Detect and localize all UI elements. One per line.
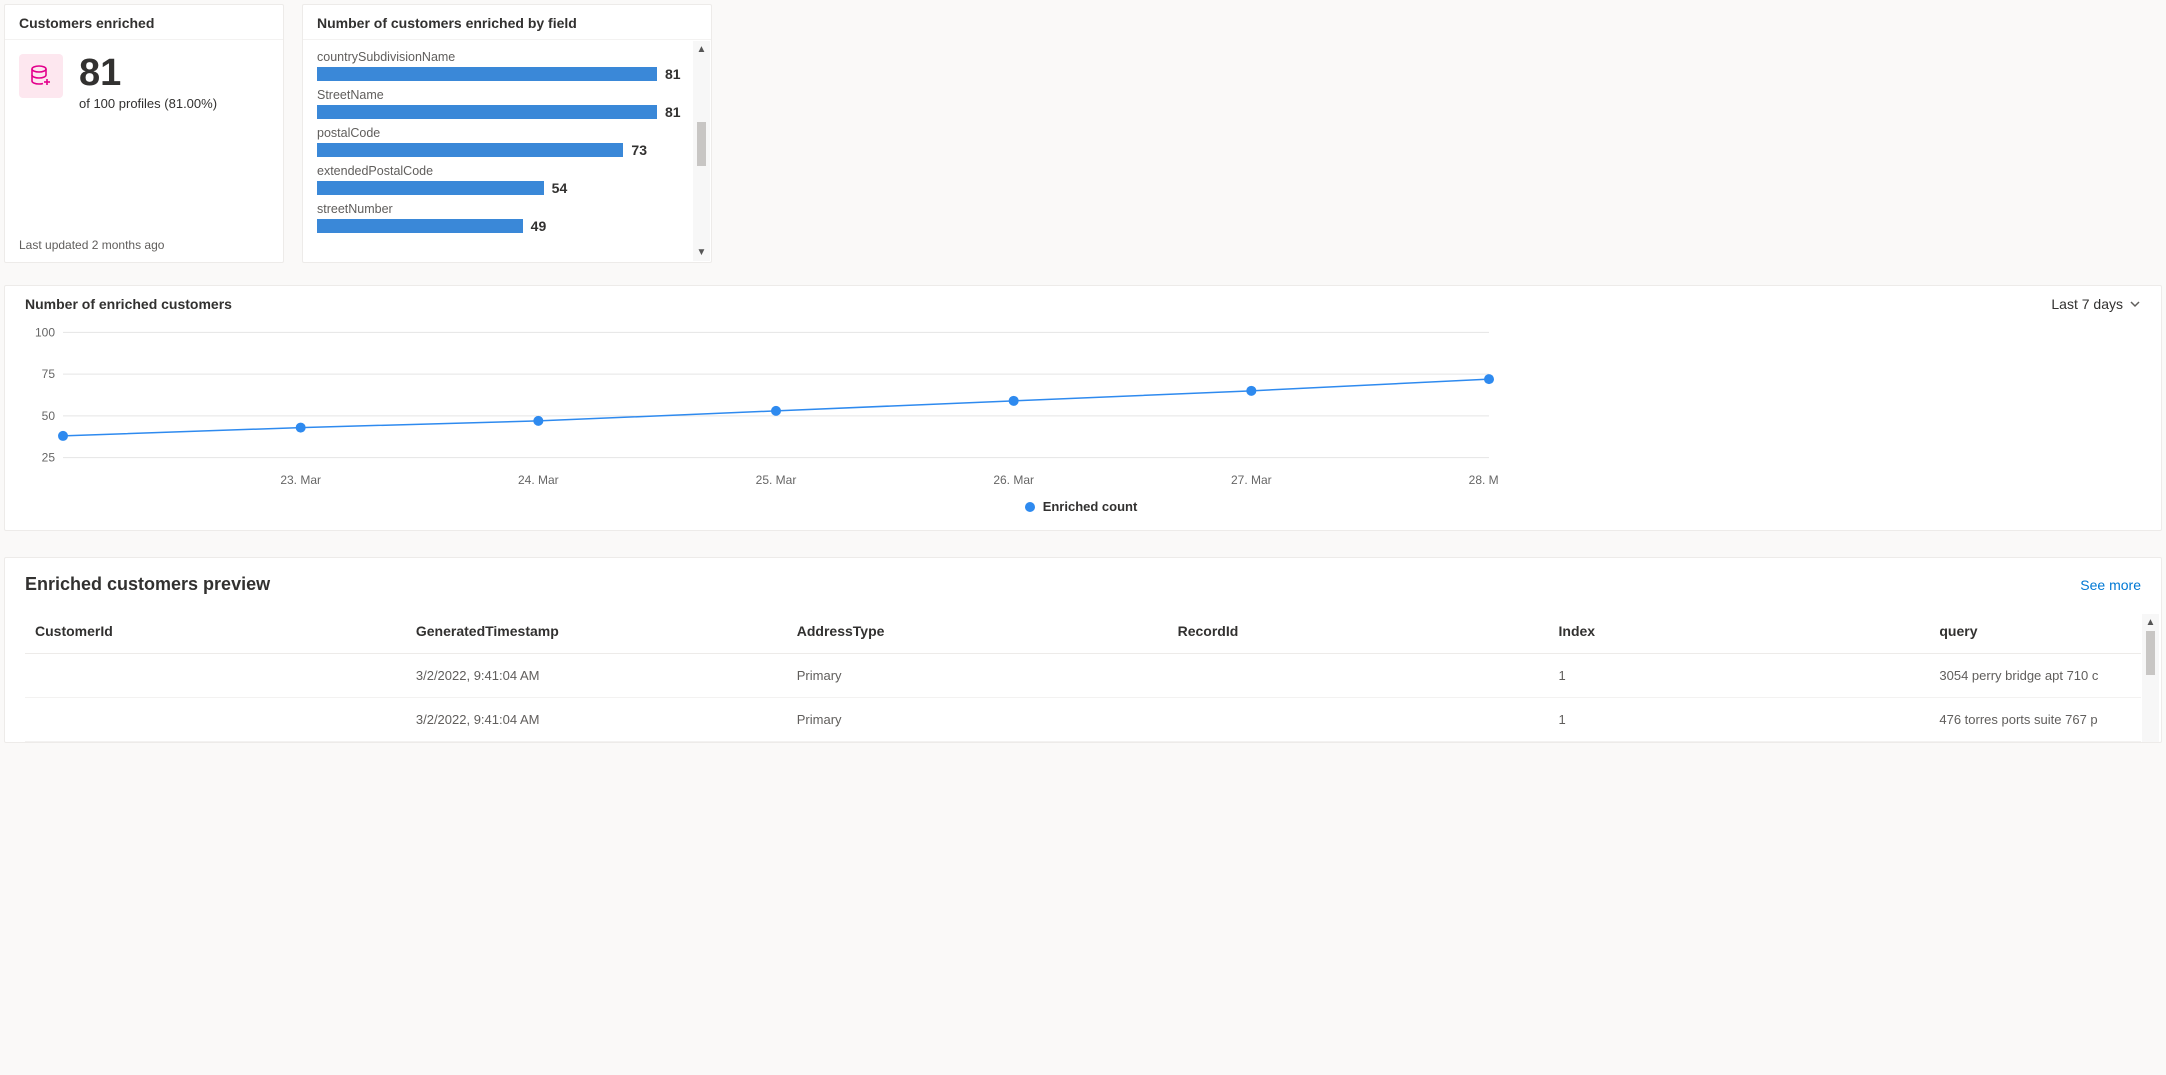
table-card: Enriched customers preview See more Cust… [4, 557, 2162, 743]
preview-table: CustomerIdGeneratedTimestampAddressTypeR… [25, 609, 2141, 742]
bar-fill [317, 67, 657, 81]
scroll-thumb[interactable] [697, 122, 706, 166]
bar-value: 54 [552, 180, 568, 196]
line-chart-svg: 25 50 75 100 23. Mar 24. Mar 25. Mar 26. Mar 27.… [29, 318, 1499, 488]
table-header[interactable]: AddressType [787, 609, 1168, 654]
kpi-subtext: of 100 profiles (81.00%) [79, 96, 217, 111]
database-plus-icon [29, 64, 53, 88]
line-chart-legend: Enriched count [29, 499, 2133, 514]
bar-row: extendedPostalCode 54 [317, 164, 685, 196]
table-scrollbar[interactable]: ▲ [2142, 614, 2159, 742]
table-cell: 476 torres ports suite 767 p [1929, 698, 2141, 742]
bar-value: 73 [631, 142, 647, 158]
table-cell: 1 [1549, 698, 1930, 742]
bar-label: postalCode [317, 126, 685, 140]
range-dropdown[interactable]: Last 7 days [2051, 296, 2141, 312]
svg-text:100: 100 [35, 325, 55, 339]
bar-chart-card: Number of customers enriched by field co… [302, 4, 712, 263]
legend-marker-icon [1025, 502, 1035, 512]
see-more-link[interactable]: See more [2080, 577, 2141, 593]
scroll-up-icon[interactable]: ▲ [693, 41, 710, 58]
bar-value: 81 [665, 104, 681, 120]
bar-fill [317, 143, 623, 157]
kpi-card: Customers enriched 81 of 100 profiles (8… [4, 4, 284, 263]
table-cell [25, 654, 406, 698]
bar-chart-body: countrySubdivisionName 81 StreetName 81 post… [303, 40, 711, 262]
bar-label: extendedPostalCode [317, 164, 685, 178]
table-cell: 1 [1549, 654, 1930, 698]
table-cell: 3/2/2022, 9:41:04 AM [406, 654, 787, 698]
range-label: Last 7 days [2051, 296, 2123, 312]
line-chart-title: Number of enriched customers [25, 296, 232, 312]
bar-row: countrySubdivisionName 81 [317, 50, 685, 82]
table-cell: 3/2/2022, 9:41:04 AM [406, 698, 787, 742]
table-header[interactable]: CustomerId [25, 609, 406, 654]
legend-label: Enriched count [1043, 499, 1138, 514]
svg-text:27. Mar: 27. Mar [1231, 473, 1272, 487]
chevron-down-icon [2129, 298, 2141, 310]
svg-text:28. Mar: 28. Mar [1469, 473, 1499, 487]
bar-fill [317, 181, 544, 195]
scroll-thumb[interactable] [2146, 631, 2155, 675]
svg-text:26. Mar: 26. Mar [993, 473, 1034, 487]
bar-row: StreetName 81 [317, 88, 685, 120]
bar-label: streetNumber [317, 202, 685, 216]
table-header[interactable]: query [1929, 609, 2141, 654]
table-header[interactable]: GeneratedTimestamp [406, 609, 787, 654]
table-cell [25, 698, 406, 742]
table-cell [1168, 654, 1549, 698]
kpi-title: Customers enriched [5, 5, 283, 40]
line-chart-card: Number of enriched customers Last 7 days… [4, 285, 2162, 531]
table-cell: Primary [787, 698, 1168, 742]
svg-text:50: 50 [42, 409, 56, 423]
kpi-footer: Last updated 2 months ago [5, 238, 283, 262]
kpi-value: 81 [79, 54, 217, 92]
svg-text:24. Mar: 24. Mar [518, 473, 559, 487]
table-header[interactable]: RecordId [1168, 609, 1549, 654]
scroll-down-icon[interactable]: ▼ [693, 244, 710, 261]
table-header[interactable]: Index [1549, 609, 1930, 654]
svg-text:25. Mar: 25. Mar [756, 473, 797, 487]
kpi-icon [19, 54, 63, 98]
bar-label: StreetName [317, 88, 685, 102]
table-row[interactable]: 3/2/2022, 9:41:04 AMPrimary 1476 torres p… [25, 698, 2141, 742]
bar-row: streetNumber 49 [317, 202, 685, 234]
table-cell: 3054 perry bridge apt 710 c [1929, 654, 2141, 698]
bar-chart-scrollbar[interactable]: ▲ ▼ [693, 41, 710, 261]
bar-chart-title: Number of customers enriched by field [303, 5, 711, 40]
bar-fill [317, 105, 657, 119]
bar-value: 49 [531, 218, 547, 234]
table-cell [1168, 698, 1549, 742]
bar-row: postalCode 73 [317, 126, 685, 158]
bar-fill [317, 219, 523, 233]
table-title: Enriched customers preview [25, 574, 270, 595]
table-row[interactable]: 3/2/2022, 9:41:04 AMPrimary 13054 perry b… [25, 654, 2141, 698]
scroll-up-icon[interactable]: ▲ [2142, 614, 2159, 631]
bar-label: countrySubdivisionName [317, 50, 685, 64]
bar-value: 81 [665, 66, 681, 82]
svg-text:23. Mar: 23. Mar [280, 473, 321, 487]
svg-text:25: 25 [42, 451, 56, 465]
svg-text:75: 75 [42, 367, 56, 381]
table-cell: Primary [787, 654, 1168, 698]
